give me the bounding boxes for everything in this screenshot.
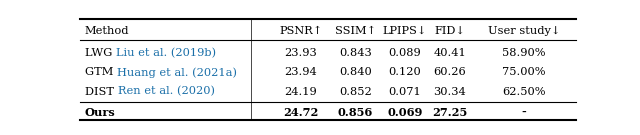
Text: 0.120: 0.120 — [388, 67, 421, 77]
Text: LWG: LWG — [85, 48, 116, 58]
Text: 27.25: 27.25 — [432, 107, 467, 118]
Text: -: - — [522, 107, 526, 118]
Text: 0.840: 0.840 — [339, 67, 372, 77]
Text: 0.069: 0.069 — [387, 107, 422, 118]
Text: 23.94: 23.94 — [284, 67, 317, 77]
Text: 0.843: 0.843 — [339, 48, 372, 58]
Text: 0.856: 0.856 — [338, 107, 373, 118]
Text: 62.50%: 62.50% — [502, 87, 546, 97]
Text: PSNR↑: PSNR↑ — [279, 26, 323, 36]
Text: 0.089: 0.089 — [388, 48, 421, 58]
Text: GTM: GTM — [85, 67, 117, 77]
Text: DIST: DIST — [85, 87, 118, 97]
Text: 58.90%: 58.90% — [502, 48, 546, 58]
Text: Ren et al. (2020): Ren et al. (2020) — [118, 86, 214, 97]
Text: 60.26: 60.26 — [433, 67, 466, 77]
Text: Liu et al. (2019b): Liu et al. (2019b) — [116, 48, 216, 58]
Text: 0.071: 0.071 — [388, 87, 421, 97]
Text: FID↓: FID↓ — [434, 26, 465, 36]
Text: 24.19: 24.19 — [284, 87, 317, 97]
Text: 75.00%: 75.00% — [502, 67, 546, 77]
Text: Method: Method — [85, 26, 129, 36]
Text: Ours: Ours — [85, 107, 116, 118]
Text: 40.41: 40.41 — [433, 48, 466, 58]
Text: User study↓: User study↓ — [488, 26, 560, 36]
Text: Huang et al. (2021a): Huang et al. (2021a) — [117, 67, 237, 78]
Text: 23.93: 23.93 — [284, 48, 317, 58]
Text: 24.72: 24.72 — [283, 107, 319, 118]
Text: SSIM↑: SSIM↑ — [335, 26, 376, 36]
Text: 30.34: 30.34 — [433, 87, 466, 97]
Text: 0.852: 0.852 — [339, 87, 372, 97]
Text: LPIPS↓: LPIPS↓ — [383, 26, 427, 36]
